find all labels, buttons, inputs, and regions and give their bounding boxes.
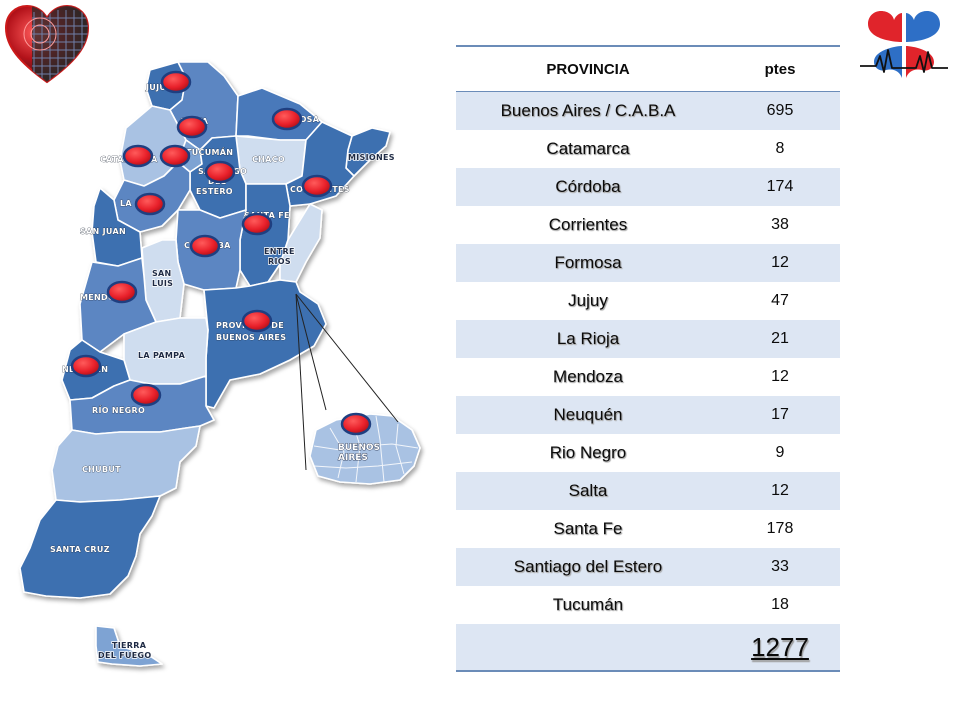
marker-jujuy[interactable] (160, 70, 192, 94)
caba-inset-grid (313, 415, 419, 483)
province-entre-rios[interactable] (279, 203, 323, 283)
province-name-cell: Rio Negro (456, 434, 720, 472)
patient-count-cell: 47 (720, 282, 840, 320)
province-tierra-del-fuego[interactable] (95, 625, 163, 667)
marker-la-rioja[interactable] (134, 192, 166, 216)
marker-formosa[interactable] (271, 107, 303, 131)
table-body: Buenos Aires / C.A.B.A 695 Catamarca 8 Córdo… (456, 91, 840, 624)
province-name-cell: Neuquén (456, 396, 720, 434)
marker-catamarca[interactable] (122, 144, 154, 168)
province-santa-cruz[interactable] (19, 495, 161, 599)
province-name-cell: Santa Fe (456, 510, 720, 548)
province-name-cell: Corrientes (456, 206, 720, 244)
argentina-map: JUJUY SALTA FORMOSA CHACO MISIONES CATAM… (19, 61, 421, 667)
marker-corrientes[interactable] (301, 174, 333, 198)
patient-count-cell: 178 (720, 510, 840, 548)
marker-cordoba[interactable] (189, 234, 221, 258)
patient-count-cell: 9 (720, 434, 840, 472)
provinces-layer (19, 61, 421, 667)
table-row: Rio Negro 9 (456, 434, 840, 472)
province-name-cell: Jujuy (456, 282, 720, 320)
patient-count-cell: 695 (720, 91, 840, 130)
table-row: Neuquén 17 (456, 396, 840, 434)
label-tucuman: TUCUMÁN (186, 146, 233, 157)
patient-count-cell: 174 (720, 168, 840, 206)
province-buenos-aires[interactable] (203, 279, 327, 409)
patient-markers (70, 70, 372, 436)
marker-santiago[interactable] (204, 160, 236, 184)
patient-count-cell: 38 (720, 206, 840, 244)
table-row: La Rioja 21 (456, 320, 840, 358)
table-row: Jujuy 47 (456, 282, 840, 320)
globe-heart-logo-icon (4, 4, 90, 84)
label-rio-negro: RÍO NEGRO (92, 404, 145, 415)
marker-neuquen[interactable] (70, 354, 102, 378)
column-header-ptes: ptes (720, 46, 840, 92)
label-san-luis-2: LUIS (152, 279, 173, 288)
table-total-row: 1277 (456, 624, 840, 671)
label-santa-cruz: SANTA CRUZ (50, 545, 110, 554)
inset-connector-lines (295, 293, 399, 471)
patient-count-cell: 12 (720, 244, 840, 282)
province-name-cell: Salta (456, 472, 720, 510)
province-name-cell: Catamarca (456, 130, 720, 168)
table-header-row: PROVINCIA ptes (456, 46, 840, 92)
marker-buenos-aires[interactable] (241, 309, 273, 333)
province-chubut[interactable] (51, 425, 201, 503)
table-row: Formosa 12 (456, 244, 840, 282)
label-inset-buenos: BUENOS (338, 443, 380, 453)
province-misiones[interactable] (345, 127, 391, 177)
label-san-luis-1: SAN (152, 269, 172, 278)
label-entre-rios-1: ENTRE (264, 247, 295, 256)
patient-count-cell: 18 (720, 586, 840, 624)
column-header-provincia: PROVINCIA (456, 46, 720, 92)
table-row: Corrientes 38 (456, 206, 840, 244)
caba-inset-region[interactable] (309, 413, 421, 485)
four-hearts-ecg-logo-icon (860, 11, 948, 78)
patients-by-province-table: PROVINCIA ptes Buenos Aires / C.A.B.A 695… (456, 45, 840, 672)
table-row: Salta 12 (456, 472, 840, 510)
label-san-juan: SAN JUAN (80, 227, 126, 236)
label-santiago-3: ESTERO (196, 187, 233, 196)
patient-count-cell: 21 (720, 320, 840, 358)
label-inset-aires: AIRES (338, 453, 368, 463)
province-name-cell: Tucumán (456, 586, 720, 624)
label-chaco: CHACO (252, 155, 285, 164)
marker-caba[interactable] (340, 412, 372, 436)
table-row: Catamarca 8 (456, 130, 840, 168)
label-tierra-1: TIERRA (112, 641, 147, 650)
patient-count-cell: 12 (720, 472, 840, 510)
label-la-pampa: LA PAMPA (138, 351, 186, 360)
total-value: 1277 (720, 624, 840, 671)
patient-count-cell: 33 (720, 548, 840, 586)
patient-count-cell: 12 (720, 358, 840, 396)
label-misiones: MISIONES (348, 153, 395, 162)
marker-tucuman[interactable] (159, 144, 191, 168)
marker-rio-negro[interactable] (130, 383, 162, 407)
table-row: Santiago del Estero 33 (456, 548, 840, 586)
table-row: Tucumán 18 (456, 586, 840, 624)
patient-count-cell: 8 (720, 130, 840, 168)
label-jujuy: JUJUY (145, 83, 172, 92)
label-mendoza: MENDOZA (80, 293, 128, 302)
patient-count-cell: 17 (720, 396, 840, 434)
province-name-cell: Córdoba (456, 168, 720, 206)
table-row: Córdoba 174 (456, 168, 840, 206)
label-entre-rios-2: RIOS (268, 257, 291, 266)
label-tierra-2: DEL FUEGO (98, 651, 151, 660)
province-name-cell: La Rioja (456, 320, 720, 358)
province-name-cell: Formosa (456, 244, 720, 282)
marker-mendoza[interactable] (106, 280, 138, 304)
label-chubut: CHUBUT (82, 465, 121, 474)
label-buenos-aires-2: BUENOS AIRES (216, 333, 286, 342)
table-row: Buenos Aires / C.A.B.A 695 (456, 91, 840, 130)
province-name-cell: Santiago del Estero (456, 548, 720, 586)
marker-santa-fe[interactable] (241, 212, 273, 236)
total-label-cell (456, 624, 720, 671)
province-name-cell: Mendoza (456, 358, 720, 396)
table-row: Santa Fe 178 (456, 510, 840, 548)
marker-salta[interactable] (176, 115, 208, 139)
table-row: Mendoza 12 (456, 358, 840, 396)
province-name-cell: Buenos Aires / C.A.B.A (456, 91, 720, 130)
